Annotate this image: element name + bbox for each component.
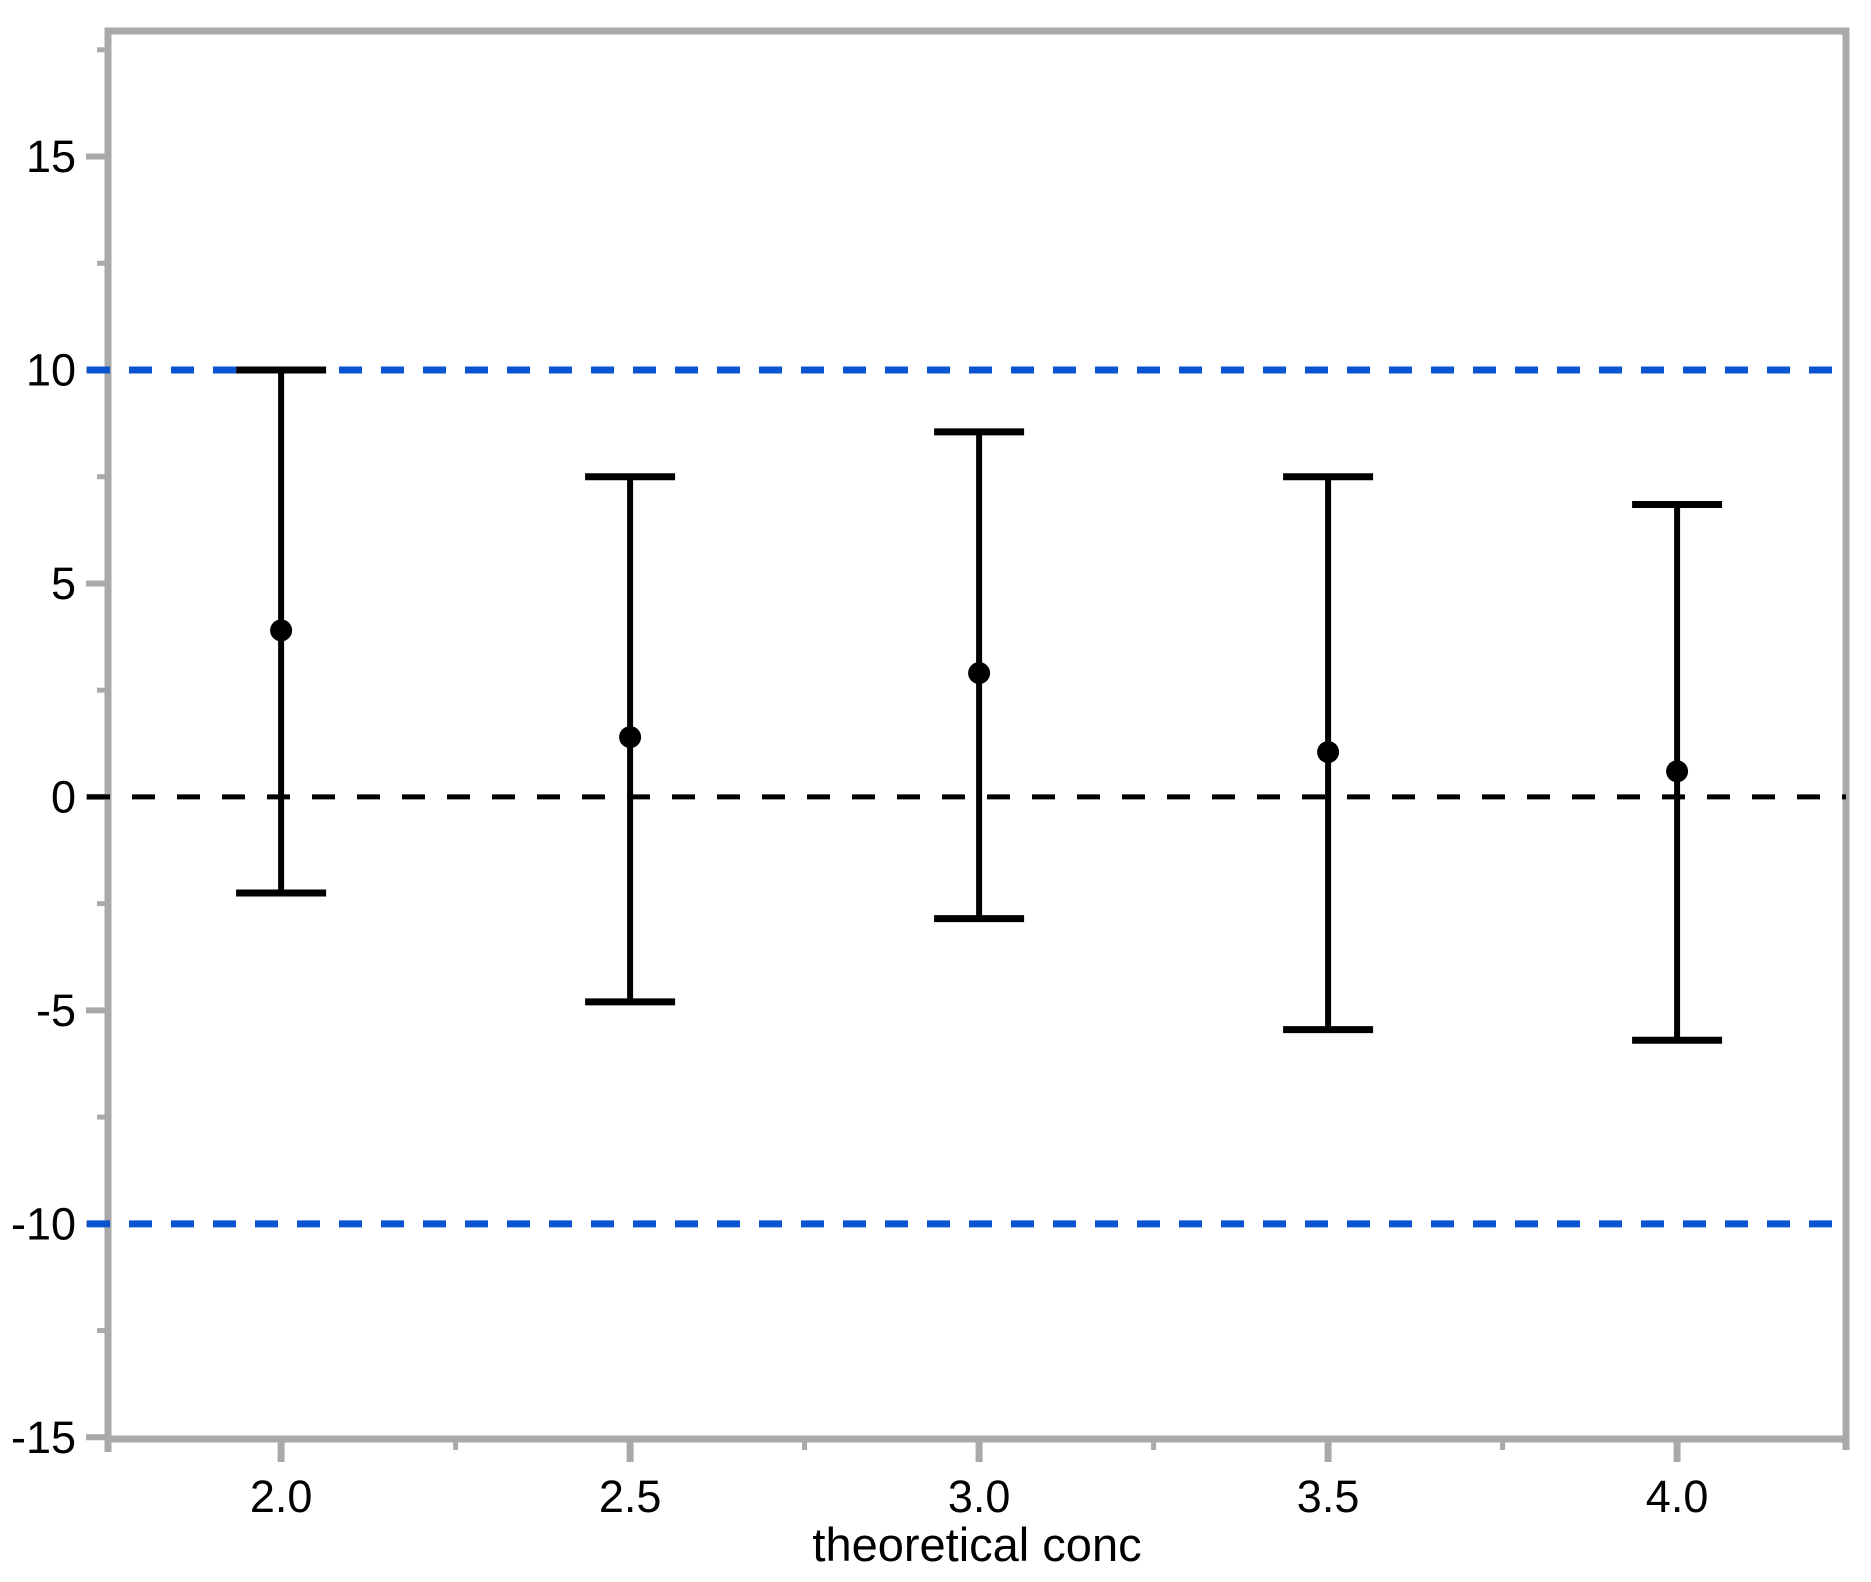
point-marker (1666, 760, 1689, 783)
y-axis-tick-label: -5 (36, 985, 76, 1036)
error-bar (585, 473, 676, 1006)
y-axis-tick-label: 0 (51, 771, 76, 822)
error-bar (934, 428, 1025, 923)
point-marker (968, 662, 991, 685)
x-axis-tick-label: 2.0 (250, 1471, 313, 1522)
x-axis-tick-label: 2.5 (599, 1471, 662, 1522)
x-axis-tick-label: 3.0 (948, 1471, 1011, 1522)
x-axis-tick-label: 3.5 (1297, 1471, 1360, 1522)
x-axis-tick-label: 4.0 (1646, 1471, 1709, 1522)
point-marker (270, 619, 293, 642)
y-axis-tick-label: 10 (26, 344, 76, 395)
errorbar-series (236, 366, 1723, 1044)
error-bar (236, 366, 327, 897)
error-bar (1632, 500, 1723, 1044)
y-axis-tick-label: -15 (11, 1412, 76, 1463)
y-axis-tick-label: 5 (51, 558, 76, 609)
point-marker (1317, 741, 1340, 764)
reference-lines (87, 366, 1846, 1228)
y-axis-tick-label: -10 (11, 1198, 76, 1249)
x-axis-title: theoretical conc (812, 1518, 1141, 1571)
error-bar (1283, 473, 1374, 1034)
y-axis-tick-label: 15 (26, 131, 76, 182)
axis-tick-labels: -15 -10 -5 0 5 10 15 2.0 2.5 3.0 3.5 4.0 (11, 131, 1708, 1522)
point-marker (619, 726, 642, 749)
axis-ticks (86, 47, 1681, 1462)
